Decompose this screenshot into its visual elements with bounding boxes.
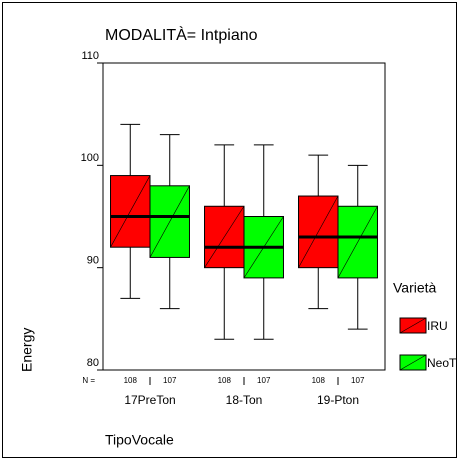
x-tick-label: 19-Pton [317,393,359,407]
y-axis-label: Energy [19,328,35,372]
legend-label: NeoT [427,356,457,370]
n-count: 108 [218,376,232,385]
box-hatch [298,195,339,268]
legend-hatch [399,354,427,371]
n-count: 108 [124,376,138,385]
box-hatch [110,175,151,248]
n-count: 107 [351,376,365,385]
box-hatch [204,206,245,268]
x-axis-label: TipoVocale [105,432,174,448]
n-count: 107 [257,376,271,385]
y-tick-label: 90 [87,255,99,267]
y-tick-label: 80 [87,357,99,369]
legend-hatch [399,317,427,334]
legend-title: Varietà [393,280,437,296]
box-hatch [149,185,190,258]
y-tick-label: 100 [81,152,99,164]
x-tick-label: 17PreTon [124,393,175,407]
y-tick-label: 110 [81,50,99,62]
n-count: 108 [312,376,326,385]
n-label: N = [82,376,95,385]
chart-title: MODALITÀ= Intpiano [105,25,258,44]
box-hatch [337,206,378,279]
x-tick-label: 18-Ton [226,393,263,407]
legend-label: IRU [427,319,448,333]
n-count: 107 [163,376,177,385]
